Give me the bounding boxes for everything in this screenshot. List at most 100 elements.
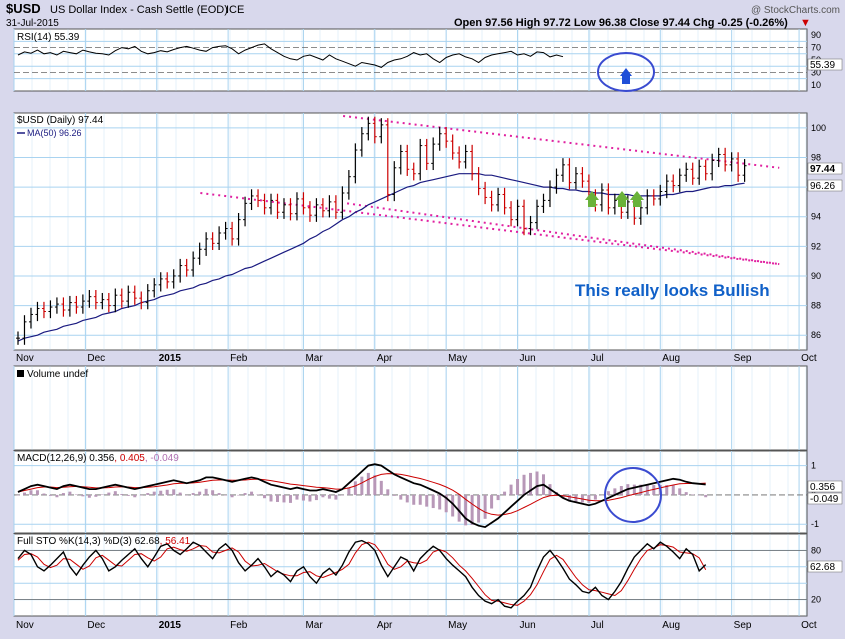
sto-title-main: Full STO %K(14,3) %D(3) 62.68 [17,536,160,547]
macd-hist-bar [373,475,377,495]
bullish-annotation: This really looks Bullish [575,281,770,300]
macd-hist-bar [606,491,610,495]
rsi-grid [13,29,807,91]
macd-hist-bar [334,494,338,500]
macd-hist-bar [509,484,513,495]
sto-k-line [17,539,707,609]
macd-hist-bar [438,494,442,510]
price-last-value: 97.44 [810,164,835,175]
macd-hist-bar [217,493,221,495]
macd-hist-bar [632,484,636,495]
x-tick-label: Feb [230,353,248,364]
rsi-panel: 9070503010 RSI(14) 55.39 55.39 [13,28,843,92]
macd-hist-bar [22,492,26,495]
macd-hist-bar [678,488,682,495]
macd-hist-bar [418,494,422,505]
y-tick-label: 1 [811,461,816,471]
x-tick-label: Feb [230,620,248,631]
macd-hist-bar [94,494,98,497]
macd-hist-bar [490,494,494,509]
price-tick-labels: 10098969492908886 [811,123,826,340]
macd-hist-bar [496,494,500,501]
macd-hist-bar [347,487,351,495]
sto-panel: 80 20 Full STO %K(14,3) %D(3) 62.68, 56.4… [13,533,843,617]
rsi-last-value: 55.39 [810,60,835,71]
sto-last-box [807,560,843,573]
y-tick-label: 20 [811,595,821,605]
x-tick-label: Apr [377,353,393,364]
volume-panel: Volume undef [13,365,808,451]
macd-hist-bar [645,485,649,495]
macd-hist-bar [29,490,33,495]
macd-hist-bar [587,494,591,503]
volume-panel-bg [13,365,808,451]
y-tick-label: 90 [811,271,821,281]
x-tick-label: 2015 [159,620,182,631]
x-tick-label: Sep [734,353,752,364]
macd-hist-bar [152,491,156,495]
macd-hist-bar [295,494,299,500]
macd-hist-bar [159,490,163,495]
macd-hist-bar [61,493,65,495]
x-tick-label: Dec [87,620,105,631]
macd-hist-bar [704,494,708,498]
rsi-last-box [807,58,843,71]
macd-hist-bar [613,488,617,495]
macd-title: MACD(12,26,9) 0.356, 0.405, -0.049 [17,453,179,464]
y-tick-label: 86 [811,330,821,340]
green-up-arrow-icon [585,191,599,207]
sto-tick-labels: 80 20 [811,545,821,604]
macd-hist-bar [321,494,325,498]
sto-last-value: 62.68 [810,562,835,573]
price-panel-bg [13,112,808,351]
macd-hist-bar [327,494,331,499]
macd-hist-bar [263,494,267,499]
macd-hist-bar [600,494,604,496]
macd-hist-bar [74,494,78,495]
macd-hist-bar [133,494,137,498]
sto-title-d: , 56.41 [160,536,191,547]
volume-title: Volume undef [27,369,88,380]
x-tick-label: Sep [734,620,752,631]
sto-title: Full STO %K(14,3) %D(3) 62.68, 56.41 [17,536,191,547]
macd-hist-bar [172,489,176,495]
rsi-panel-bg [13,28,808,92]
instrument-name: US Dollar Index - Cash Settle (EOD) [50,4,228,16]
macd-panel: 10-1 MACD(12,26,9) 0.356, 0.405, -0.049 … [13,450,843,534]
macd-hist-bar [204,488,208,495]
macd-hist-bar [451,494,455,517]
ma-last-value: 96.26 [810,181,835,192]
macd-highlight-circle [604,467,662,523]
y-tick-label: 98 [811,152,821,162]
green-up-arrow-icon [615,191,629,207]
y-tick-label: 92 [811,241,821,251]
macd-hist-bar [55,494,59,498]
macd-hist-bar [139,494,143,496]
sto-lines [17,539,707,609]
macd-hist-bar [126,494,130,496]
x-tick-label: Aug [662,353,680,364]
blue-up-arrow-icon [620,68,632,84]
macd-hist-bar [652,485,656,495]
green-up-arrow-icon [630,191,644,207]
macd-hist-bar [366,472,370,495]
macd-hist-bar [639,484,643,495]
ma-legend-label: MA(50) 96.26 [27,128,82,138]
macd-hist-bar [48,494,52,496]
volume-grid [13,366,807,450]
macd-hist-bar [574,494,578,502]
chart-header: $USD US Dollar Index - Cash Settle (EOD)… [6,1,840,29]
y-tick-label: 10 [811,80,821,90]
macd-hist-bar [314,494,318,501]
macd-hist-value: -0.049 [810,494,839,505]
macd-hist-bar [483,494,487,519]
macd-hist-bar [691,494,695,495]
macd-hist-bar [425,494,429,507]
rsi-line [17,43,564,68]
y-tick-label: -1 [811,519,819,529]
x-tick-label: Jul [591,620,604,631]
macd-hist-bar [464,494,468,526]
macd-hist-bar [470,494,474,525]
x-tick-label: Jun [520,353,536,364]
